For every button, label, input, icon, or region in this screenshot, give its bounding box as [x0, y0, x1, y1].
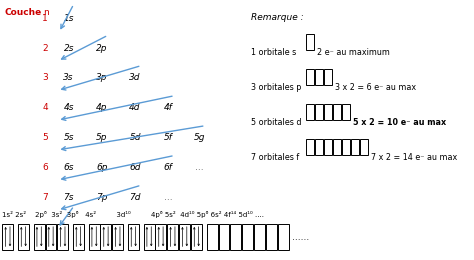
Text: 7p: 7p: [96, 193, 108, 202]
Text: 5 x 2 = 10 e⁻ au max: 5 x 2 = 10 e⁻ au max: [353, 118, 446, 127]
Text: 2 e⁻ au maximum: 2 e⁻ au maximum: [317, 48, 390, 57]
Bar: [46, 224, 56, 250]
Bar: [191, 224, 202, 250]
Bar: [155, 224, 166, 250]
Text: 6f: 6f: [164, 163, 173, 172]
Text: ...: ...: [195, 163, 203, 172]
Bar: [315, 104, 323, 120]
Text: 4: 4: [42, 103, 48, 112]
Bar: [315, 139, 323, 155]
Text: 6: 6: [42, 163, 48, 172]
Bar: [360, 139, 368, 155]
Text: n: n: [43, 8, 48, 17]
Text: 4s: 4s: [64, 103, 74, 112]
Text: 5s: 5s: [64, 133, 74, 142]
Bar: [100, 224, 111, 250]
Text: 5d: 5d: [129, 133, 141, 142]
Text: 3d: 3d: [129, 74, 141, 82]
Text: 7s: 7s: [64, 193, 74, 202]
Text: 7 x 2 = 14 e⁻ au max: 7 x 2 = 14 e⁻ au max: [371, 153, 457, 162]
Text: 5f: 5f: [164, 133, 173, 142]
Bar: [306, 139, 314, 155]
Bar: [2, 224, 13, 250]
Text: 6s: 6s: [64, 163, 74, 172]
Text: 1: 1: [42, 14, 48, 23]
Text: 1s² 2s²    2p⁶  3s²  3p⁶   4s²         3d¹⁰         4p⁶ 5s²  4d¹⁰ 5p⁶ 6s² 4f¹⁴ 5: 1s² 2s² 2p⁶ 3s² 3p⁶ 4s² 3d¹⁰ 4p⁶ 5s² 4d¹…: [2, 211, 264, 218]
Bar: [167, 224, 178, 250]
Bar: [128, 224, 139, 250]
Text: 2s: 2s: [64, 44, 74, 53]
Bar: [324, 69, 332, 85]
Bar: [333, 104, 341, 120]
Bar: [324, 139, 332, 155]
Text: 3 orbitales p: 3 orbitales p: [251, 83, 301, 92]
Text: 3p: 3p: [96, 74, 108, 82]
Bar: [73, 224, 84, 250]
Text: 6d: 6d: [129, 163, 141, 172]
Bar: [254, 224, 265, 250]
Text: 7: 7: [42, 193, 48, 202]
Bar: [179, 224, 190, 250]
Text: 1 orbitale s: 1 orbitale s: [251, 48, 296, 57]
Text: 5: 5: [42, 133, 48, 142]
Text: 3 x 2 = 6 e⁻ au max: 3 x 2 = 6 e⁻ au max: [335, 83, 416, 92]
Text: 3s: 3s: [64, 74, 74, 82]
Bar: [89, 224, 100, 250]
Bar: [342, 139, 350, 155]
Bar: [242, 224, 253, 250]
Text: 3: 3: [42, 74, 48, 82]
Bar: [230, 224, 241, 250]
Bar: [351, 139, 359, 155]
Bar: [306, 34, 314, 50]
Bar: [306, 104, 314, 120]
Bar: [219, 224, 229, 250]
Bar: [266, 224, 277, 250]
Text: ...: ...: [164, 193, 173, 202]
Text: 4d: 4d: [129, 103, 141, 112]
Bar: [34, 224, 45, 250]
Bar: [207, 224, 218, 250]
Text: Couche: Couche: [5, 8, 42, 17]
Text: 2: 2: [42, 44, 48, 53]
Text: Remarque :: Remarque :: [251, 13, 304, 22]
Text: ......: ......: [292, 233, 309, 242]
Bar: [18, 224, 29, 250]
Text: 2p: 2p: [96, 44, 108, 53]
Bar: [315, 69, 323, 85]
Bar: [342, 104, 350, 120]
Bar: [144, 224, 155, 250]
Bar: [324, 104, 332, 120]
Text: 4f: 4f: [164, 103, 173, 112]
Text: 5g: 5g: [193, 133, 205, 142]
Text: 5p: 5p: [96, 133, 108, 142]
Text: 1s: 1s: [64, 14, 74, 23]
Bar: [333, 139, 341, 155]
Text: 7 orbitales f: 7 orbitales f: [251, 153, 300, 162]
Text: 4p: 4p: [96, 103, 108, 112]
Bar: [112, 224, 123, 250]
Text: 6p: 6p: [96, 163, 108, 172]
Bar: [57, 224, 68, 250]
Text: 5 orbitales d: 5 orbitales d: [251, 118, 302, 127]
Text: 7d: 7d: [129, 193, 141, 202]
Bar: [278, 224, 289, 250]
Bar: [306, 69, 314, 85]
